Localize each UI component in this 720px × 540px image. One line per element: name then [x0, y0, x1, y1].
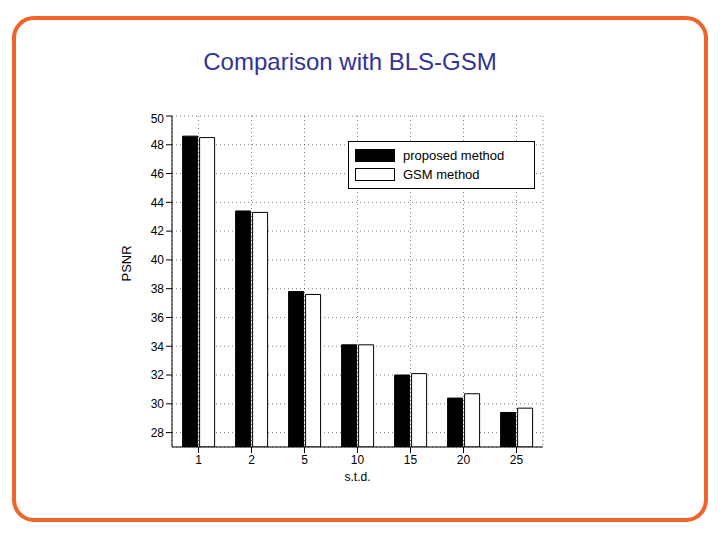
svg-text:48: 48	[151, 138, 165, 152]
html-text:Comparison with BLS-GSM: Comparison with BLS-GSM	[203, 48, 497, 75]
svg-text:50: 50	[151, 112, 165, 126]
svg-text:42: 42	[151, 224, 165, 238]
svg-text:25: 25	[510, 453, 524, 467]
html-text:GSM method: GSM method	[403, 167, 480, 182]
svg-text:44: 44	[151, 196, 165, 210]
svg-text:1: 1	[195, 453, 202, 467]
svg-text:30: 30	[151, 397, 165, 411]
html-text:proposed method: proposed method	[403, 148, 505, 163]
svg-text:s.t.d.: s.t.d.	[344, 470, 370, 484]
svg-text:15: 15	[404, 453, 418, 467]
svg-text:32: 32	[151, 368, 165, 382]
svg-text:46: 46	[151, 167, 165, 181]
svg-text:40: 40	[151, 253, 165, 267]
svg-text:36: 36	[151, 311, 165, 325]
svg-text:28: 28	[151, 426, 165, 440]
svg-text:5: 5	[301, 453, 308, 467]
svg-text:20: 20	[457, 453, 471, 467]
svg-text:38: 38	[151, 282, 165, 296]
svg-text:34: 34	[151, 340, 165, 354]
svg-text:PSNR: PSNR	[120, 245, 134, 281]
svg-text:10: 10	[351, 453, 365, 467]
svg-text:2: 2	[248, 453, 255, 467]
